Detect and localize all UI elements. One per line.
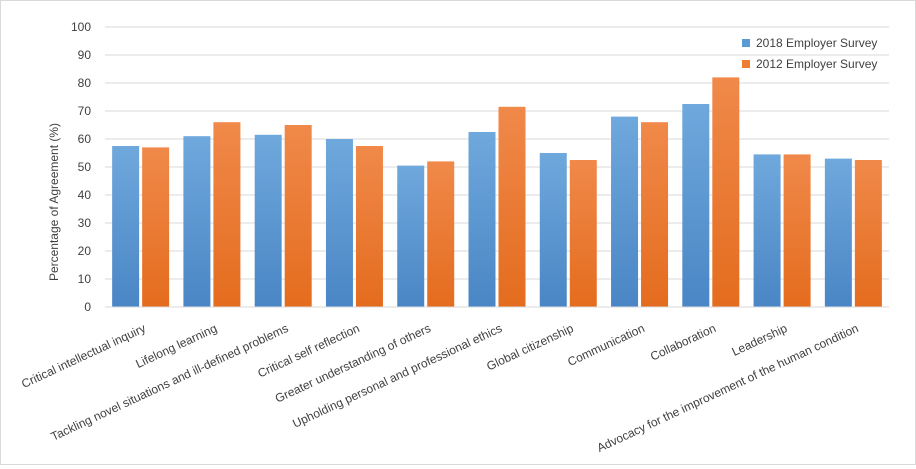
y-tick-label: 10: [78, 272, 92, 286]
bars: [112, 77, 882, 308]
bar-series-1: [112, 146, 140, 307]
bar-series-1: [753, 154, 781, 307]
bar-series-1: [611, 116, 639, 307]
bar-series-1: [397, 165, 425, 307]
bar-series-1: [539, 153, 567, 307]
legend-swatch: [742, 39, 750, 47]
bar-series-1: [325, 139, 353, 307]
x-category-label: Communication: [565, 321, 646, 369]
y-tick-label: 70: [78, 104, 92, 118]
bar-series-2: [355, 146, 383, 307]
y-tick-label: 30: [78, 216, 92, 230]
y-axis-title: Percentage of Agreement (%): [47, 123, 61, 281]
bar-series-1: [183, 136, 211, 307]
bar-series-2: [498, 106, 526, 307]
bar-series-1: [824, 158, 852, 307]
y-tick-label: 60: [78, 132, 92, 146]
legend-swatch: [742, 60, 750, 68]
y-tick-label: 80: [78, 76, 92, 90]
y-tick-label: 0: [84, 300, 91, 314]
y-tick-label: 20: [78, 244, 92, 258]
x-category-label: Leadership: [730, 321, 790, 359]
x-category-label: Advocacy for the improvement of the huma…: [595, 321, 861, 455]
bar-series-1: [254, 134, 282, 307]
legend-label: 2018 Employer Survey: [756, 36, 877, 50]
bar-series-2: [783, 154, 811, 307]
y-axis-ticks: 0 10 20 30 40 50 60 70 80 90 100: [71, 20, 91, 314]
bar-series-2: [854, 160, 882, 307]
legend-label: 2012 Employer Survey: [756, 57, 877, 71]
bar-series-2: [142, 147, 170, 307]
legend: 2018 Employer Survey 2012 Employer Survey: [742, 36, 877, 71]
bar-series-2: [569, 160, 597, 307]
y-tick-label: 100: [71, 20, 91, 34]
y-tick-label: 50: [78, 160, 92, 174]
y-tick-label: 40: [78, 188, 92, 202]
x-category-label: Critical intellectual inquiry: [19, 321, 148, 391]
bar-series-1: [468, 132, 496, 307]
x-category-label: Tackling novel situations and ill-define…: [49, 321, 291, 444]
bar-series-2: [712, 77, 740, 308]
bar-series-2: [213, 122, 241, 307]
x-category-label: Collaboration: [648, 321, 718, 364]
bar-series-1: [682, 104, 710, 307]
y-tick-label: 90: [78, 48, 92, 62]
bar-series-2: [641, 122, 669, 307]
bar-series-2: [427, 161, 455, 307]
bar-series-2: [284, 125, 312, 307]
